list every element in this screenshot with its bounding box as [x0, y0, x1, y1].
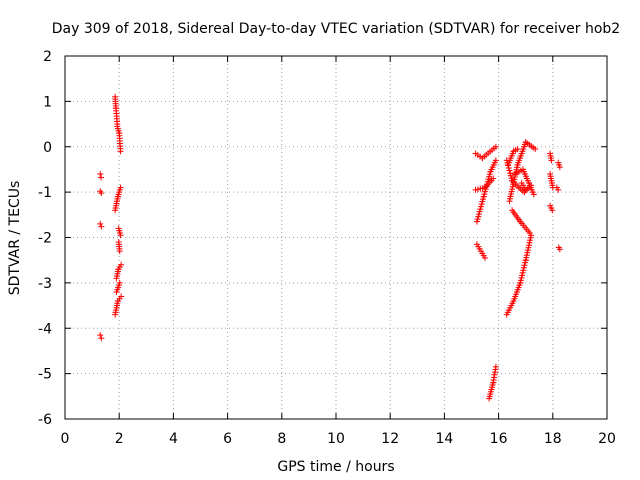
data-point — [492, 157, 499, 164]
data-point — [517, 279, 524, 286]
x-tick-label: 18 — [544, 431, 562, 447]
x-tick-label: 8 — [277, 431, 286, 447]
data-point — [532, 146, 539, 153]
y-tick-label: 2 — [43, 49, 52, 65]
data-point — [116, 248, 123, 255]
data-point — [522, 259, 529, 266]
data-point — [555, 186, 562, 193]
data-point — [117, 184, 124, 191]
grid-lines — [65, 56, 607, 419]
y-tick-label: -5 — [38, 367, 52, 383]
y-tick-label: 0 — [43, 140, 52, 156]
y-tick-label: -4 — [38, 321, 52, 337]
data-point — [522, 186, 529, 193]
y-tick-label: -2 — [38, 231, 52, 247]
data-point — [519, 269, 526, 276]
data-point — [492, 363, 499, 370]
x-tick-label: 6 — [223, 431, 232, 447]
x-tick-label: 4 — [169, 431, 178, 447]
y-axis-title: SDTVAR / TECUs — [7, 181, 23, 296]
data-point — [117, 232, 124, 239]
data-point — [514, 146, 521, 153]
data-point — [508, 175, 515, 182]
data-point — [97, 170, 104, 177]
data-point — [118, 261, 125, 268]
data-point — [98, 335, 105, 342]
data-point — [116, 279, 123, 286]
data-point — [530, 191, 537, 198]
data-point — [118, 293, 125, 300]
y-tick-label: -3 — [38, 276, 52, 292]
x-tick-label: 20 — [598, 431, 616, 447]
data-point — [520, 264, 527, 271]
x-tick-labels: 0 2 4 6 8 10 12 14 16 18 20 — [61, 431, 616, 447]
y-tick-label: -6 — [38, 412, 52, 428]
y-tick-label: -1 — [38, 185, 52, 201]
data-point — [556, 246, 563, 253]
data-point — [517, 277, 524, 284]
data-point — [98, 174, 105, 181]
x-axis-title: GPS time / hours — [277, 459, 394, 475]
data-point — [506, 167, 513, 174]
data-point — [520, 267, 527, 274]
data-point — [482, 254, 489, 261]
data-points — [97, 93, 563, 402]
data-point — [98, 190, 105, 197]
data-point — [518, 274, 525, 281]
data-point — [503, 157, 510, 164]
x-tick-label: 2 — [115, 431, 124, 447]
data-point — [519, 272, 526, 279]
y-tick-label: 1 — [43, 94, 52, 110]
data-point — [521, 262, 528, 269]
y-tick-labels: -6 -5 -4 -3 -2 -1 0 1 2 — [38, 49, 52, 428]
x-tick-label: 16 — [490, 431, 508, 447]
chart-title: Day 309 of 2018, Sidereal Day-to-day VTE… — [52, 21, 620, 37]
data-point — [548, 157, 555, 164]
data-point — [98, 223, 105, 230]
x-tick-label: 14 — [435, 431, 453, 447]
data-point — [117, 148, 124, 155]
data-point — [490, 175, 497, 182]
data-point — [556, 164, 563, 171]
data-point — [526, 229, 533, 236]
x-tick-label: 10 — [327, 431, 345, 447]
data-point — [97, 332, 104, 339]
data-point — [507, 170, 514, 177]
plot-frame — [64, 55, 608, 420]
data-point — [504, 159, 511, 166]
x-tick-label: 0 — [61, 431, 70, 447]
data-point — [507, 172, 514, 179]
data-point — [97, 220, 104, 227]
data-point — [505, 165, 512, 172]
x-tick-label: 12 — [381, 431, 399, 447]
data-point — [549, 207, 556, 214]
data-point — [505, 162, 512, 169]
data-point — [492, 143, 499, 150]
